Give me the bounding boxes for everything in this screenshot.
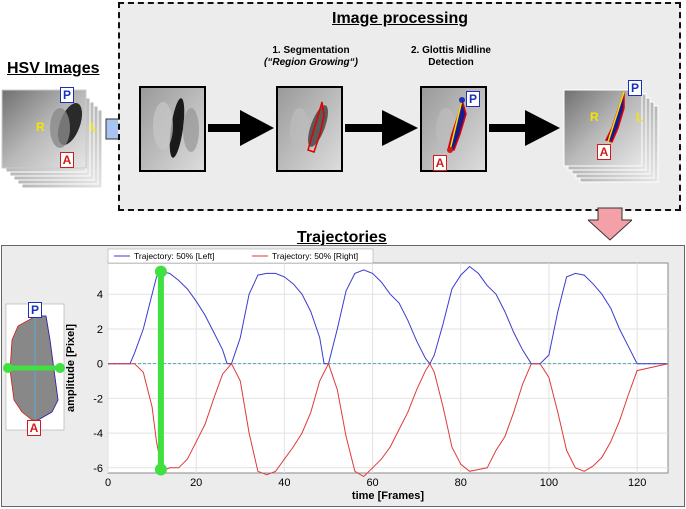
left-label: L [90, 120, 98, 134]
legend-label: Trajectory: 50% [Right] [272, 251, 358, 261]
x-tick-label: 60 [366, 477, 378, 489]
y-tick-label: 4 [97, 289, 103, 301]
x-tick-label: 20 [190, 477, 202, 489]
x-tick-label: 40 [278, 477, 290, 489]
result-anterior-badge: A [597, 144, 611, 160]
x-tick-label: 80 [455, 477, 467, 489]
plot-area [107, 262, 669, 474]
y-axis-label: amplitude [Pixel] [65, 324, 77, 412]
result-right-label: R [590, 110, 599, 124]
x-tick-label: 0 [105, 477, 111, 489]
result-posterior-badge: P [628, 80, 642, 96]
highlight-bottom-point [154, 463, 167, 476]
anterior-badge: A [60, 152, 74, 168]
right-label: R [36, 120, 45, 134]
y-tick-label: 0 [97, 359, 103, 371]
inset-anterior-badge: A [27, 420, 41, 436]
segmentation-step-line2: (“Region Growing“) [264, 57, 358, 68]
y-tick-label: 2 [97, 324, 103, 336]
series-line-left [108, 265, 668, 365]
arrow-1 [208, 110, 274, 146]
y-tick-label: -6 [93, 463, 103, 475]
chart-legend: Trajectory: 50% [Left] Trajectory: 50% [R… [107, 248, 374, 264]
raw-frame-image [141, 88, 204, 170]
midline-anterior-badge: A [433, 155, 447, 171]
legend-box [107, 248, 374, 264]
segmentation-frame-image [278, 88, 341, 170]
inset-posterior-badge: P [28, 302, 42, 318]
series-line-right [108, 362, 669, 478]
highlight-frame-marker [154, 265, 167, 476]
posterior-badge: P [60, 87, 74, 103]
result-image-stack [563, 89, 659, 183]
midline-step-line1: 2. Glottis Midline [410, 45, 491, 56]
segmentation-step-label: 1. Segmentation (“Region Growing“) [256, 45, 366, 69]
legend-label: Trajectory: 50% [Left] [134, 251, 214, 261]
glottis-inset [3, 303, 65, 431]
arrow-2 [345, 110, 418, 146]
x-axis-label: time [Frames] [352, 490, 424, 502]
segmentation-frame [276, 86, 343, 172]
hsv-images-title: HSV Images [7, 60, 100, 77]
result-left-label: L [636, 110, 644, 124]
y-tick-label: -4 [93, 428, 103, 440]
highlight-top-point [154, 265, 167, 278]
midline-step-line2: Detection [428, 57, 474, 68]
x-tick-label: 100 [540, 477, 558, 489]
segmentation-step-line1: 1. Segmentation [272, 45, 350, 56]
arrow-3 [489, 110, 560, 146]
raw-frame [139, 86, 206, 172]
image-processing-title: Image processing [332, 10, 469, 27]
chart-series [108, 265, 669, 478]
down-arrow [588, 207, 632, 241]
x-tick-label: 120 [628, 477, 646, 489]
midline-posterior-badge: P [466, 91, 480, 107]
midline-step-label: 2. Glottis Midline Detection [396, 45, 506, 69]
trajectories-title: Trajectories [297, 229, 387, 246]
y-tick-label: -2 [93, 393, 103, 405]
